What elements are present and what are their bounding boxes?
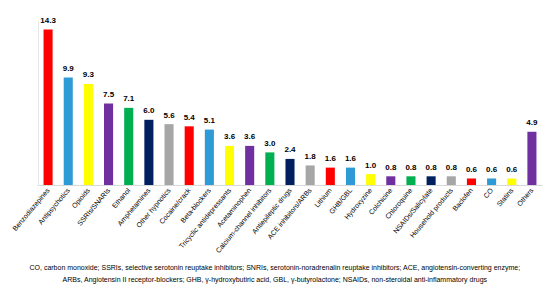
svg-text:Others: Others <box>516 186 535 207</box>
svg-text:5.4: 5.4 <box>184 113 196 122</box>
svg-text:1.8: 1.8 <box>305 152 317 161</box>
svg-text:ACE inhibitors/ARBs: ACE inhibitors/ARBs <box>266 186 313 240</box>
svg-text:Amphetamines: Amphetamines <box>116 186 152 227</box>
svg-text:ARBs, Angiotensin II receptor-: ARBs, Angiotensin II receptor-blockers; … <box>63 276 488 284</box>
svg-text:Statins: Statins <box>495 186 514 207</box>
svg-text:3.6: 3.6 <box>244 132 256 141</box>
svg-text:CO: CO <box>482 186 494 199</box>
svg-text:3.0: 3.0 <box>264 139 276 148</box>
svg-text:4.9: 4.9 <box>526 118 538 127</box>
svg-text:CO, carbon monoxide; SSRIs, se: CO, carbon monoxide; SSRIs, selective se… <box>29 264 520 272</box>
svg-text:Antipsychotics: Antipsychotics <box>37 186 72 226</box>
svg-text:1.0: 1.0 <box>365 161 377 170</box>
svg-text:Chloroquine: Chloroquine <box>384 186 414 221</box>
svg-text:0.8: 0.8 <box>405 163 417 172</box>
svg-text:6.0: 6.0 <box>143 106 155 115</box>
svg-text:9.3: 9.3 <box>83 70 95 79</box>
svg-text:5.1: 5.1 <box>204 116 216 125</box>
svg-text:14.3: 14.3 <box>40 16 56 25</box>
svg-text:0.8: 0.8 <box>385 163 397 172</box>
svg-text:0.6: 0.6 <box>506 165 518 174</box>
svg-text:0.6: 0.6 <box>466 165 478 174</box>
svg-text:GHB/GBL: GHB/GBL <box>327 186 354 216</box>
svg-text:5.6: 5.6 <box>163 111 175 120</box>
svg-text:Household products: Household products <box>409 186 455 239</box>
svg-text:Tricyclic antidepressants: Tricyclic antidepressants <box>177 186 233 250</box>
svg-text:0.8: 0.8 <box>446 163 458 172</box>
svg-text:Antiepileptic drugs: Antiepileptic drugs <box>250 186 293 236</box>
svg-text:0.8: 0.8 <box>426 163 438 172</box>
svg-text:Beta-blockers: Beta-blockers <box>179 186 212 224</box>
svg-text:Opioids: Opioids <box>70 186 92 210</box>
svg-text:7.5: 7.5 <box>103 90 115 99</box>
svg-text:SSRIs/SNARIs: SSRIs/SNARIs <box>76 186 112 227</box>
svg-text:Lithium: Lithium <box>313 187 333 209</box>
svg-text:0.6: 0.6 <box>486 165 498 174</box>
svg-text:Hydroxyzine: Hydroxyzine <box>343 187 374 222</box>
svg-text:NSAIDs/Salicylate: NSAIDs/Salicylate <box>391 186 434 235</box>
svg-text:9.9: 9.9 <box>63 64 75 73</box>
svg-text:Ethanol: Ethanol <box>111 186 132 209</box>
svg-text:Other hypnotics: Other hypnotics <box>135 186 173 229</box>
svg-text:1.6: 1.6 <box>325 154 337 163</box>
svg-text:Benzodiazepines: Benzodiazepines <box>11 186 51 233</box>
svg-text:Calcium-channel inhibitors: Calcium-channel inhibitors <box>214 186 273 255</box>
svg-text:Cocaine/crack: Cocaine/crack <box>158 186 192 226</box>
svg-text:7.1: 7.1 <box>123 94 135 103</box>
svg-text:Baclofen: Baclofen <box>451 187 474 212</box>
svg-text:1.6: 1.6 <box>345 154 357 163</box>
svg-text:Colchicine: Colchicine <box>367 186 394 216</box>
svg-text:2.4: 2.4 <box>284 145 296 154</box>
svg-text:3.6: 3.6 <box>224 132 236 141</box>
svg-text:Acetaminophen: Acetaminophen <box>216 187 253 229</box>
